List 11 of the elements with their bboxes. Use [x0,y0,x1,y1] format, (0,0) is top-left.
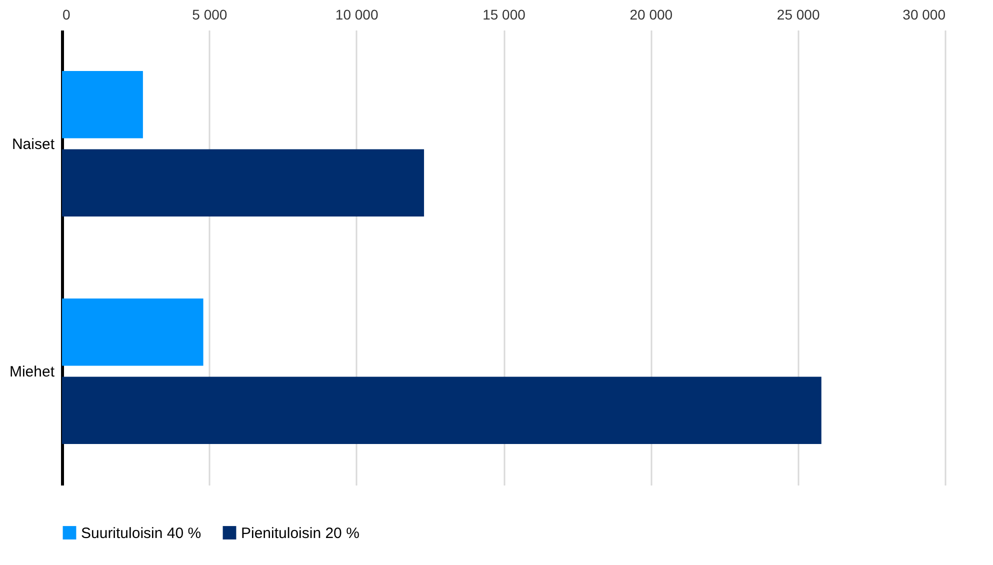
x-tick-label: 0 [62,6,70,22]
x-tick-label: 30 000 [902,6,946,22]
x-tick-label: 10 000 [335,6,378,22]
x-tick-label: 5 000 [192,6,228,22]
y-tick-label: Miehet [9,363,56,380]
x-tick-label: 20 000 [630,6,673,22]
x-tick-label: 25 000 [776,6,820,22]
legend-label: Pienituloisin 20 % [241,524,360,542]
x-tick-label: 15 000 [482,6,526,22]
legend-label: Suurituloisin 40 % [81,524,202,542]
y-tick-label: Naiset [12,136,56,153]
